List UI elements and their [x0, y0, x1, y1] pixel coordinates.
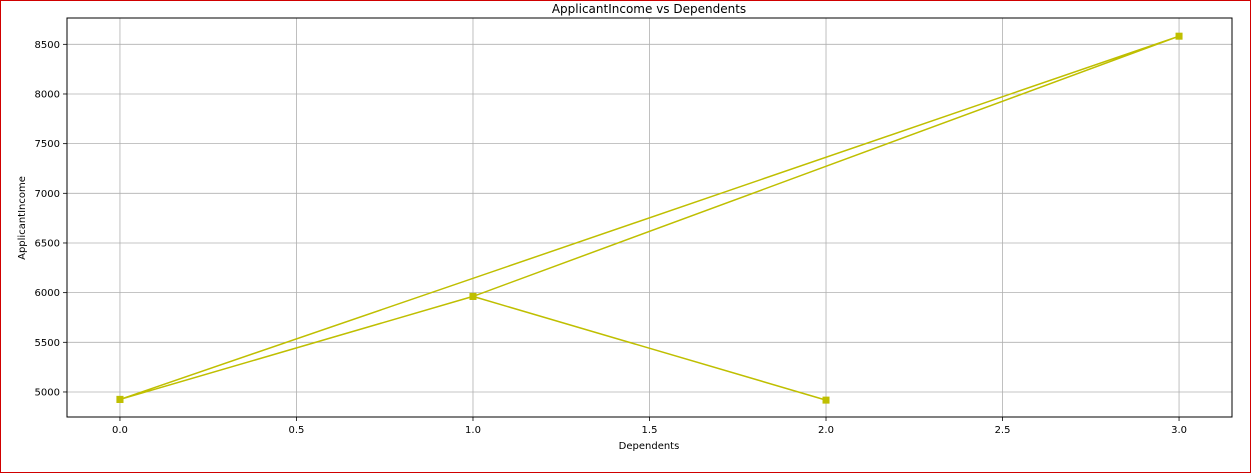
x-tick-label: 2.0	[818, 425, 834, 436]
y-axis: 5000 5500 6000 6500 7000 7500 8000 8500	[35, 40, 67, 398]
y-tick-label: 5500	[35, 338, 60, 349]
x-tick-label: 1.5	[642, 425, 658, 436]
y-tick-label: 5000	[35, 387, 60, 398]
series-path	[119, 35, 1180, 401]
data-point-marker	[1175, 32, 1183, 40]
x-tick-label: 3.0	[1171, 425, 1187, 436]
x-tick-label: 2.5	[995, 425, 1011, 436]
x-axis: 0.0 0.5 1.0 1.5 2.0 2.5 3.0	[112, 417, 1187, 436]
x-tick-label: 0.5	[289, 425, 305, 436]
y-tick-label: 7500	[35, 139, 60, 150]
data-point-marker	[116, 395, 124, 403]
y-tick-label: 6500	[35, 238, 60, 249]
data-point-marker	[469, 292, 477, 300]
series-line	[116, 32, 1183, 404]
x-axis-label: Dependents	[619, 441, 680, 452]
x-tick-label: 0.0	[112, 425, 128, 436]
y-axis-label: ApplicantIncome	[17, 176, 28, 260]
y-tick-label: 6000	[35, 288, 60, 299]
y-tick-label: 8000	[35, 89, 60, 100]
data-point-marker	[822, 396, 830, 404]
chart-title: ApplicantIncome vs Dependents	[552, 2, 746, 16]
y-tick-label: 7000	[35, 189, 60, 200]
x-tick-label: 1.0	[465, 425, 481, 436]
y-tick-label: 8500	[35, 40, 60, 51]
grid	[67, 18, 1232, 417]
